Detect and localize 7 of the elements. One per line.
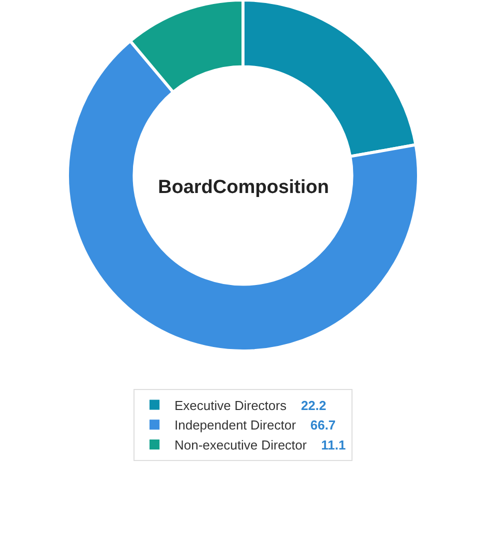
- legend-label: Non-executive Director: [174, 438, 307, 453]
- legend-label: Executive Directors: [174, 398, 286, 413]
- legend-label: Independent Director: [174, 418, 296, 433]
- data-label: 11.1: [321, 438, 346, 453]
- data-label: 66.7: [310, 418, 336, 433]
- data-label: 22.2: [300, 398, 326, 413]
- text: BoardComposition: [158, 177, 329, 198]
